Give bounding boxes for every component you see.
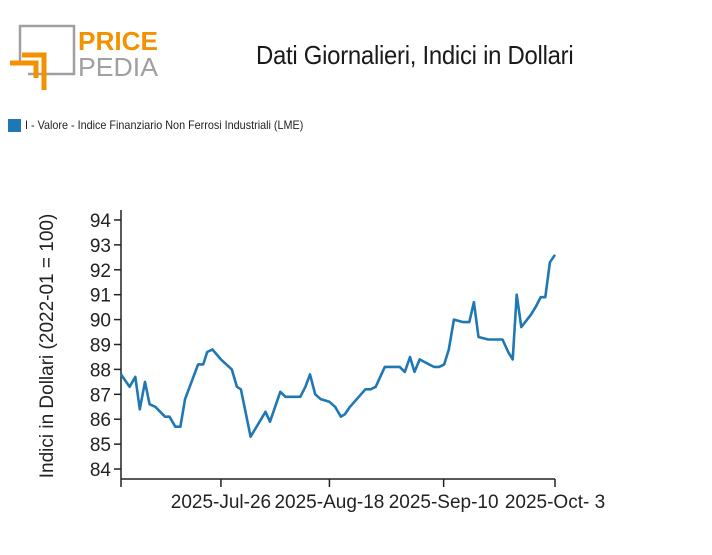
y-tick-label: 84: [90, 460, 112, 481]
y-tick-label: 90: [90, 311, 111, 332]
y-tick-label: 87: [90, 385, 111, 406]
logo-text-price: PRICE: [78, 26, 158, 56]
pricepedia-logo: PRICE PEDIA: [10, 24, 159, 90]
y-tick-label: 92: [90, 261, 111, 282]
y-tick-label: 85: [90, 435, 111, 456]
y-tick-label: 93: [90, 236, 111, 257]
x-tick-label: 2025-Sep-10: [389, 492, 499, 513]
axes: 84 85 86 87 88 89 90 91 92 93 94 2025-Jul-26 2025-Au…: [90, 210, 605, 513]
y-axis-label: Indici in Dollari (2022-01 = 100): [37, 214, 58, 479]
series-line: [119, 254, 557, 438]
x-tick-label: 2025-Oct- 3: [505, 492, 605, 513]
legend: I - Valore - Indice Finanziario Non Ferr…: [8, 118, 334, 132]
y-tick-label: 89: [90, 336, 111, 357]
legend-label: I - Valore - Indice Finanziario Non Ferr…: [25, 118, 304, 132]
y-tick-label: 88: [90, 360, 111, 381]
logo-mark-icon: [10, 24, 76, 90]
y-tick-label: 94: [90, 211, 112, 232]
x-tick-label: 2025-Aug-18: [274, 492, 384, 513]
x-tick-label: 2025-Jul-26: [171, 492, 271, 513]
y-tick-label: 91: [90, 286, 111, 307]
y-tick-label: 86: [90, 410, 111, 431]
legend-swatch: [8, 118, 21, 132]
chart-title: Dati Giornalieri, Indici in Dollari: [256, 40, 574, 70]
logo-text-pedia: PEDIA: [78, 52, 159, 82]
series-group: [119, 254, 557, 438]
